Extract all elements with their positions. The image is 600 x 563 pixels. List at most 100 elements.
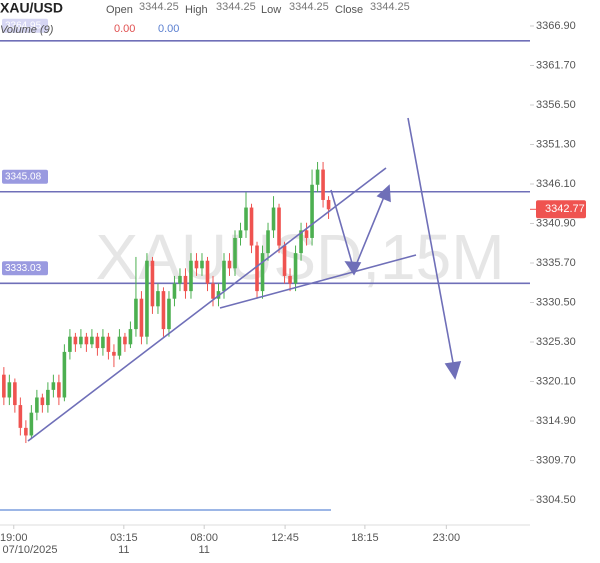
high-value: 3344.25: [216, 1, 256, 13]
high-label: High: [185, 4, 208, 16]
y-tick-label: 3335.70: [536, 257, 576, 269]
y-tick-label: 3356.50: [536, 99, 576, 111]
y-tick-label: 3351.30: [536, 138, 576, 150]
candle-body: [35, 397, 39, 413]
open-value: 3344.25: [139, 1, 179, 13]
candle-body: [178, 275, 182, 284]
candle-body: [172, 283, 177, 299]
arrow-path: [407, 117, 455, 369]
candle-body: [227, 260, 232, 269]
volume-label: Volume (9): [0, 24, 54, 36]
candle-body: [134, 298, 138, 330]
y-tick-label: 3304.50: [536, 494, 576, 506]
candle-body: [79, 336, 83, 345]
y-tick-label: 3346.10: [536, 178, 576, 190]
last-price-tag: [536, 200, 586, 219]
y-tick-label: 3330.50: [536, 296, 576, 308]
price-line-tag: [2, 169, 48, 184]
symbol: XAU/USD: [0, 0, 63, 16]
candle-body: [244, 207, 248, 231]
candle-body: [315, 169, 320, 185]
low-value: 3344.25: [289, 1, 329, 13]
candle-body: [112, 351, 116, 356]
candle-body: [299, 230, 303, 254]
close-label: Close: [335, 4, 363, 16]
candle-body: [293, 253, 298, 284]
candle-body: [24, 427, 28, 436]
candle-body: [222, 260, 226, 292]
candle-body: [18, 405, 23, 428]
y-tick-label: 3366.90: [536, 20, 576, 32]
candle-body: [189, 260, 193, 292]
x-tick-label: 19:00: [0, 532, 28, 544]
candle-body: [101, 336, 105, 349]
candle-body: [29, 412, 34, 436]
candle-body: [271, 207, 276, 231]
candle-body: [2, 374, 6, 398]
x-subtick-label: 11: [198, 544, 209, 556]
close-value: 3344.25: [370, 1, 410, 13]
candle-body: [304, 230, 309, 238]
candle-body: [211, 283, 215, 299]
drawings: [27, 117, 462, 442]
y-tick-label: 3340.90: [536, 217, 576, 229]
y-tick-label: 3320.10: [536, 375, 576, 387]
candle-body: [200, 260, 204, 269]
x-tick-label: 03:15: [110, 532, 138, 544]
low-label: Low: [261, 4, 281, 16]
candle-body: [260, 253, 265, 292]
candle-body: [326, 199, 331, 210]
candle-body: [73, 336, 78, 345]
candle-body: [84, 336, 89, 345]
candle-body: [106, 336, 111, 352]
price-line-label: 3345.08: [5, 171, 42, 182]
candle-body: [57, 382, 61, 398]
y-tick-label: 3361.70: [536, 59, 576, 71]
candle-body: [95, 336, 100, 349]
x-tick-label: 12:45: [271, 532, 299, 544]
candle-body: [145, 260, 149, 337]
candle-body: [117, 336, 122, 356]
candle-body: [68, 336, 72, 352]
y-tick-label: 3309.70: [536, 454, 576, 466]
candle-body: [40, 397, 45, 406]
candle-body: [128, 329, 133, 345]
price-line-label: 3333.03: [5, 263, 42, 274]
candle-body: [288, 275, 292, 284]
candle-body: [238, 230, 243, 238]
candle-body: [156, 291, 160, 307]
candle-body: [139, 298, 144, 337]
x-tick-label: 08:00: [190, 532, 218, 544]
candle-body: [277, 207, 281, 246]
x-subtick-label: 11: [118, 544, 129, 556]
candle-body: [205, 260, 210, 284]
candle-body: [46, 389, 50, 406]
x-subtick-label: 07/10/2025: [2, 544, 57, 556]
arrow-head: [444, 361, 462, 380]
header-bg: [0, 0, 420, 40]
candle-body: [310, 184, 314, 238]
open-label: Open: [106, 4, 133, 16]
candle-body: [51, 382, 56, 390]
candle-body: [282, 245, 287, 276]
candle-body: [321, 169, 325, 200]
candle-body: [90, 336, 94, 345]
candle-body: [13, 382, 17, 406]
candle-body: [62, 351, 67, 398]
candle-body: [233, 237, 237, 269]
arrow-head: [344, 261, 362, 276]
candle-body: [150, 260, 155, 307]
candle-body: [167, 298, 171, 330]
candle-body: [183, 275, 188, 292]
candle-body: [194, 260, 199, 269]
candle-body: [249, 207, 254, 246]
volume-value: 0.00: [158, 23, 179, 35]
x-tick-label: 23:00: [433, 532, 461, 544]
candle-body: [7, 382, 12, 398]
x-tick-label: 18:15: [351, 532, 379, 544]
arrow-head: [376, 184, 391, 203]
candle-body: [123, 336, 127, 345]
candle-body: [266, 230, 270, 254]
